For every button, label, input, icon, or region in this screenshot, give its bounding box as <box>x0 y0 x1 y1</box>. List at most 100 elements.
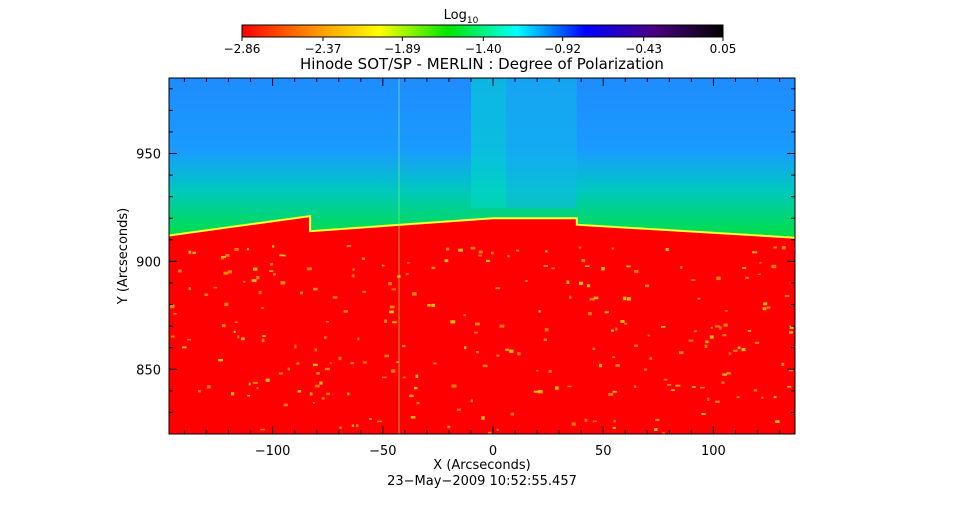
plage-point <box>789 325 794 329</box>
plage-point <box>481 416 485 420</box>
chart-title: Hinode SOT/SP - MERLIN : Degree of Polar… <box>300 55 664 73</box>
plage-point <box>237 335 240 339</box>
x-tick-label: 50 <box>595 444 612 459</box>
plage-point <box>516 249 520 252</box>
plage-point <box>707 397 710 401</box>
plage-point <box>362 361 367 364</box>
plage-point <box>241 337 245 341</box>
plage-point <box>543 338 548 342</box>
plage-point <box>721 381 725 384</box>
plage-point <box>611 247 615 250</box>
plage-point <box>351 274 355 278</box>
plage-point <box>313 287 318 291</box>
plage-point <box>382 376 387 379</box>
plage-point <box>447 425 451 429</box>
plage-point <box>771 264 777 269</box>
plage-point <box>733 349 738 352</box>
plage-point <box>402 345 406 348</box>
plage-point <box>679 351 684 355</box>
plage-point <box>324 336 327 340</box>
plage-point <box>356 424 359 428</box>
x-tick-label: −100 <box>255 444 291 459</box>
plage-point <box>649 357 653 360</box>
plage-point <box>543 265 548 267</box>
plage-point <box>719 326 722 330</box>
plage-point <box>343 310 348 313</box>
plage-point <box>170 335 175 338</box>
plage-point <box>736 396 740 399</box>
plage-point <box>566 280 570 284</box>
plage-point <box>578 246 582 249</box>
plage-point <box>188 287 191 290</box>
plage-point <box>587 284 591 288</box>
plage-point <box>388 282 392 286</box>
plage-point <box>256 275 260 280</box>
plage-point <box>579 281 584 285</box>
plage-point <box>693 330 697 333</box>
plage-point <box>476 351 479 354</box>
plage-point <box>475 322 480 326</box>
plage-point <box>347 392 350 396</box>
plage-point <box>470 246 476 250</box>
plage-point <box>715 400 720 404</box>
plage-point <box>710 326 713 329</box>
plage-point <box>592 347 596 350</box>
plage-point <box>762 307 767 311</box>
plage-point <box>705 340 709 344</box>
plage-point <box>405 273 409 276</box>
plage-point <box>350 362 354 365</box>
plage-point <box>496 428 499 431</box>
plage-point <box>445 247 450 251</box>
plage-point <box>431 303 435 308</box>
plage-point <box>741 348 746 352</box>
plage-point <box>581 259 586 263</box>
plage-point <box>261 338 265 343</box>
plage-point <box>451 384 457 388</box>
plage-point <box>675 384 681 387</box>
plage-point <box>665 248 669 252</box>
plage-point <box>300 291 303 295</box>
plage-point <box>775 420 780 423</box>
plage-points <box>170 245 795 434</box>
plage-point <box>433 362 437 365</box>
plage-point <box>697 297 701 300</box>
plage-point <box>339 426 342 429</box>
plage-point <box>198 389 201 393</box>
colorbar-tick-label: −1.89 <box>384 42 421 56</box>
colorbar-tick-label: −0.43 <box>625 42 662 56</box>
plage-point <box>499 324 505 328</box>
plage-point <box>352 268 355 271</box>
plage-point <box>178 269 182 273</box>
plage-point <box>722 373 728 376</box>
plage-point <box>188 250 192 254</box>
plage-point <box>680 266 683 269</box>
plage-point <box>496 354 500 357</box>
plage-point <box>525 280 528 282</box>
plage-point <box>773 396 777 399</box>
plage-point <box>612 356 616 359</box>
plage-point <box>555 386 559 390</box>
plage-point <box>457 408 461 411</box>
plage-point <box>326 392 331 396</box>
plage-point <box>715 325 720 328</box>
plage-point <box>654 428 658 431</box>
plage-point <box>415 374 419 379</box>
plage-point <box>545 250 548 253</box>
colorbar-tick-label: −2.37 <box>305 42 342 56</box>
plage-point <box>173 313 177 315</box>
colorbar-tick-label: −2.86 <box>224 42 261 56</box>
plage-point <box>410 416 416 419</box>
plage-point <box>377 420 383 423</box>
plage-point <box>709 335 714 339</box>
plage-point <box>278 372 284 375</box>
plage-point <box>206 385 211 389</box>
slit-segments <box>470 78 577 208</box>
plage-point <box>478 254 482 257</box>
plage-point <box>781 246 786 250</box>
colorbar-label-subscript: 10 <box>467 16 479 26</box>
plage-point <box>517 352 521 356</box>
colorbar-tick-label: 0.05 <box>710 42 737 56</box>
plage-point <box>784 295 790 298</box>
plage-point <box>634 269 639 274</box>
plage-point <box>593 296 599 300</box>
